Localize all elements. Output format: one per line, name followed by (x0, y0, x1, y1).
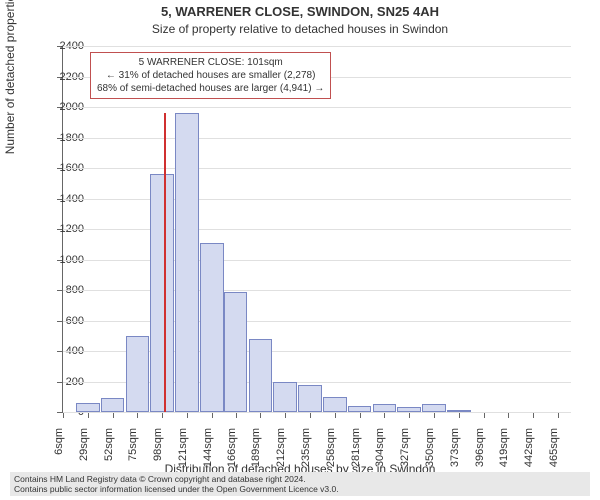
histogram-bar (249, 339, 273, 412)
histogram-bar (298, 385, 322, 412)
histogram-bar (101, 398, 125, 412)
annotation-box: 5 WARRENER CLOSE: 101sqm ← 31% of detach… (90, 52, 331, 99)
property-marker-line (164, 113, 166, 412)
footer-attribution: Contains HM Land Registry data © Crown c… (10, 472, 590, 496)
histogram-bar (348, 406, 372, 412)
annotation-line3: 68% of semi-detached houses are larger (… (97, 82, 324, 95)
gridline (63, 107, 571, 108)
histogram-bar (224, 292, 248, 412)
footer-line1: Contains HM Land Registry data © Crown c… (14, 474, 586, 484)
histogram-bar (126, 336, 150, 412)
histogram-bar (200, 243, 224, 412)
gridline (63, 321, 571, 322)
gridline (63, 199, 571, 200)
gridline (63, 138, 571, 139)
chart-title-main: 5, WARRENER CLOSE, SWINDON, SN25 4AH (0, 4, 600, 19)
histogram-bar (447, 410, 471, 412)
gridline (63, 290, 571, 291)
footer-line2: Contains public sector information licen… (14, 484, 586, 494)
histogram-bar (397, 407, 421, 412)
histogram-bar (273, 382, 297, 413)
chart-title-sub: Size of property relative to detached ho… (0, 22, 600, 36)
histogram-bar (150, 174, 174, 412)
histogram-bar (422, 404, 446, 412)
histogram-bar (76, 403, 100, 412)
gridline (63, 229, 571, 230)
annotation-line2: ← 31% of detached houses are smaller (2,… (97, 69, 324, 82)
annotation-line1: 5 WARRENER CLOSE: 101sqm (97, 56, 324, 69)
gridline (63, 168, 571, 169)
property-size-chart: 5, WARRENER CLOSE, SWINDON, SN25 4AH Siz… (0, 0, 600, 500)
histogram-bar (323, 397, 347, 412)
gridline (63, 260, 571, 261)
plot-area (62, 46, 571, 413)
gridline (63, 412, 571, 413)
y-axis-title: Number of detached properties (3, 0, 17, 154)
gridline (63, 46, 571, 47)
histogram-bar (175, 113, 199, 412)
histogram-bar (373, 404, 397, 412)
